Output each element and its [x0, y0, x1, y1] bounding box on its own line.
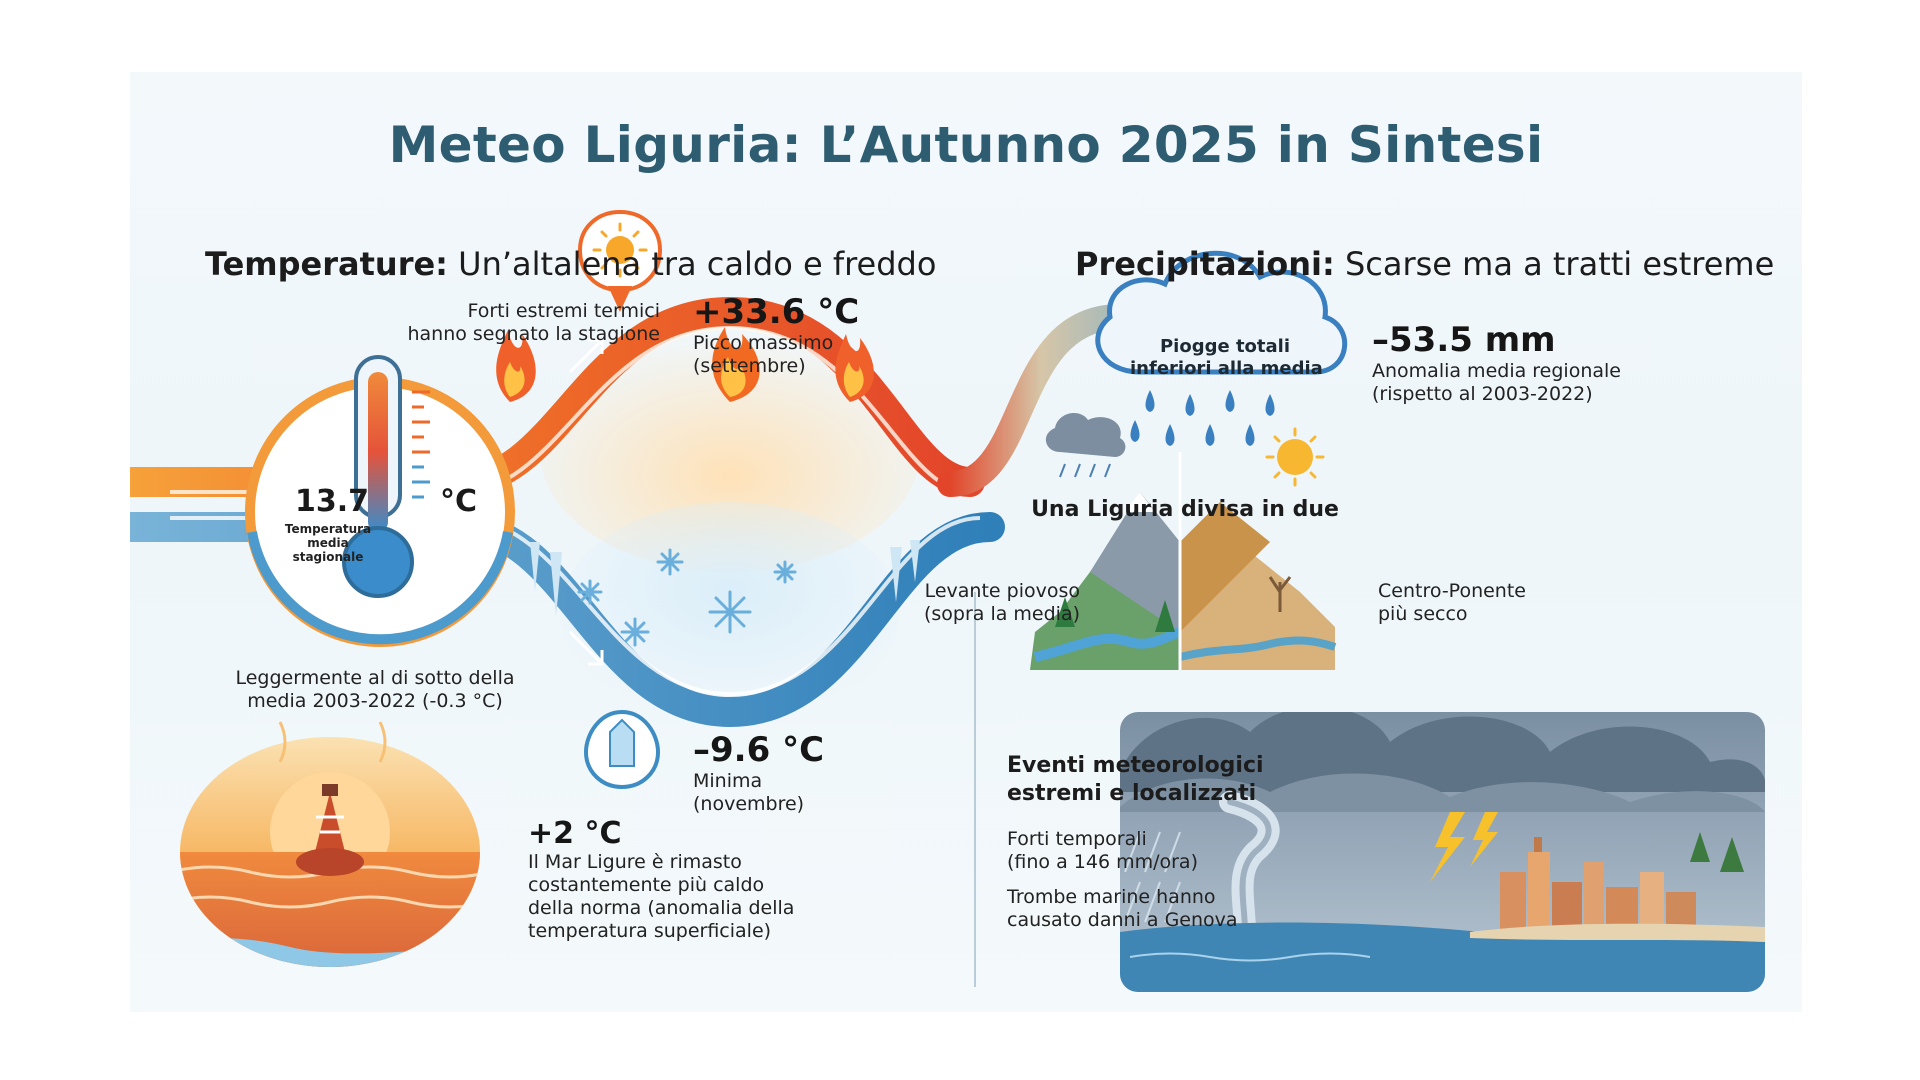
warm-wave	[130, 296, 985, 497]
buoy-icon	[296, 784, 364, 876]
snowflake-icon	[577, 548, 797, 647]
mean-note-line1: Leggermente al di sotto della	[235, 667, 515, 689]
sea-buoy-illustration	[180, 721, 480, 967]
mean-label-line1: Temperatura	[284, 522, 372, 536]
min-temperature-block: –9.6 °C Minima (novembre)	[693, 730, 824, 816]
temperature-section-heading: Temperature: Un’altalena tra caldo e fre…	[205, 245, 936, 283]
precipitation-heading-rest: Scarse ma a tratti estreme	[1334, 245, 1775, 283]
mean-temperature-label: Temperatura media stagionale	[278, 522, 378, 564]
max-temperature-block: +33.6 °C Picco massimo (settembre)	[693, 292, 859, 378]
max-temperature-label-line2: (settembre)	[693, 355, 806, 377]
rain-anomaly-block: –53.5 mm Anomalia media regionale (rispe…	[1372, 320, 1621, 406]
storms-line2: (fino a 146 mm/ora)	[1007, 851, 1198, 873]
extremes-note: Forti estremi termici hanno segnato la s…	[380, 300, 660, 346]
storm-icon	[1120, 712, 1765, 992]
sea-note-line2: costantemente più caldo	[528, 874, 765, 896]
ponente-line2: più secco	[1378, 603, 1468, 625]
extremes-note-line2: hanno segnato la stagione	[407, 323, 660, 345]
divided-heading: Una Liguria divisa in due	[1010, 496, 1360, 524]
sea-anomaly-value: +2 °C	[528, 816, 622, 851]
extremes-note-line1: Forti estremi termici	[467, 300, 660, 322]
heat-glow	[540, 332, 920, 572]
storms-line1: Forti temporali	[1007, 828, 1147, 850]
transition-wave	[937, 304, 1223, 497]
ponente-line1: Centro-Ponente	[1378, 580, 1526, 602]
page-title: Meteo Liguria: L’Autunno 2025 in Sintesi	[388, 116, 1544, 174]
ice-drop-icon	[583, 709, 661, 790]
max-temperature-value: +33.6 °C	[693, 292, 860, 332]
ponente-label: Centro-Ponente più secco	[1378, 580, 1526, 626]
infographic-artwork	[130, 209, 1765, 992]
extreme-events-block: Eventi meteorologici estremi e localizza…	[1007, 752, 1264, 932]
rain-anomaly-line1: Anomalia media regionale	[1372, 360, 1621, 382]
flame-icon	[496, 327, 874, 402]
sun-pin-icon	[577, 209, 663, 312]
min-temperature-label-line1: Minima	[693, 770, 763, 792]
rain-anomaly-value: –53.5 mm	[1372, 320, 1556, 360]
precipitation-heading-bold: Precipitazioni:	[1075, 245, 1335, 283]
mean-temperature-unit: °C	[440, 484, 478, 519]
waterspout-line2: causato danni a Genova	[1007, 909, 1238, 931]
sea-anomaly-block: +2 °C Il Mar Ligure è rimasto costanteme…	[528, 816, 794, 943]
mean-note-line2: media 2003-2022 (-0.3 °C)	[247, 690, 503, 712]
mean-note: Leggermente al di sotto della media 2003…	[225, 667, 525, 713]
rain-anomaly-line2: (rispetto al 2003-2022)	[1372, 383, 1593, 405]
cloud-label: Piogge totali inferiori alla media	[1130, 336, 1323, 380]
rain-cloud-icon	[1095, 251, 1348, 446]
min-temperature-label-line2: (novembre)	[693, 793, 805, 815]
extreme-heading-line2: estremi e localizzati	[1007, 781, 1257, 806]
thermometer-icon	[245, 355, 515, 647]
levante-line2: (sopra la media)	[923, 603, 1080, 625]
icicles	[530, 540, 920, 617]
max-temperature-label-line1: Picco massimo	[693, 332, 834, 354]
cloud-label-line2: inferiori alla media	[1130, 358, 1323, 379]
infographic-card: Meteo Liguria: L’Autunno 2025 in Sintesi…	[130, 72, 1802, 1012]
levante-label: Levante piovoso (sopra la media)	[880, 580, 1080, 626]
min-temperature-value: –9.6 °C	[693, 730, 825, 770]
sea-note-line1: Il Mar Ligure è rimasto	[528, 851, 742, 873]
temperature-heading-rest: Un’altalena tra caldo e freddo	[447, 245, 937, 283]
divided-heading-text: Una Liguria divisa in due	[1031, 497, 1339, 522]
mean-label-line3: stagionale	[292, 550, 364, 564]
precipitation-section-heading: Precipitazioni: Scarse ma a tratti estre…	[1075, 245, 1774, 283]
temperature-heading-bold: Temperature:	[205, 245, 448, 283]
cloud-label-line1: Piogge totali	[1159, 336, 1291, 357]
levante-line1: Levante piovoso	[924, 580, 1080, 602]
sea-note-line4: temperatura superficiale)	[528, 920, 772, 942]
sea-note-line3: della norma (anomalia della	[528, 897, 795, 919]
landscape-icon	[1030, 413, 1337, 670]
mean-temperature-value: 13.7	[294, 484, 370, 519]
extreme-heading-line1: Eventi meteorologici	[1007, 753, 1264, 778]
mean-label-line2: media	[307, 536, 349, 550]
waterspout-line1: Trombe marine hanno	[1007, 886, 1216, 908]
